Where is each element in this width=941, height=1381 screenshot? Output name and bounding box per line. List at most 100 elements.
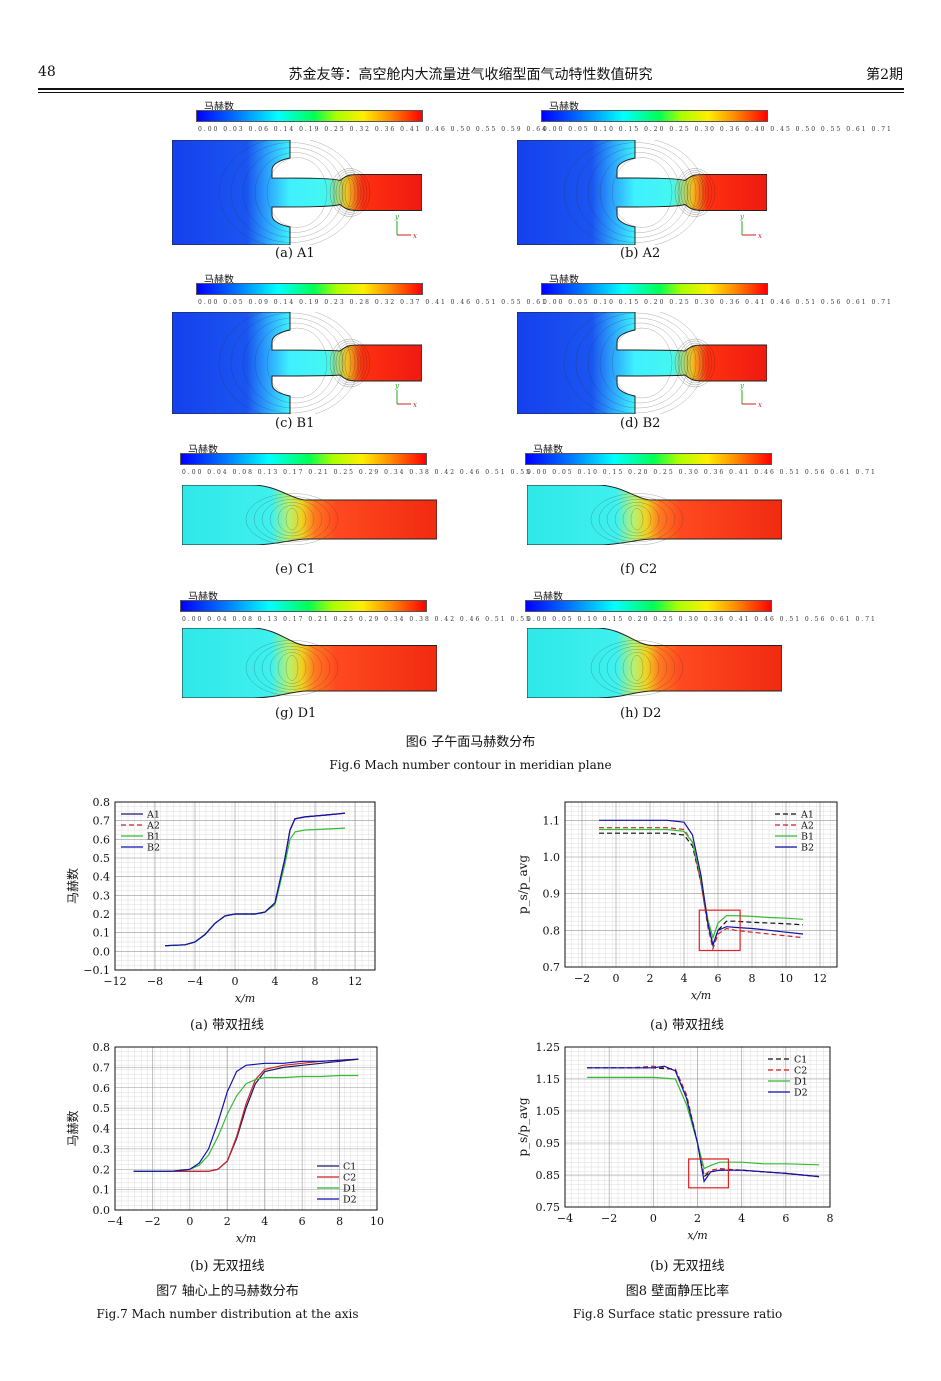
colorbar-label: 马赫数 [188, 445, 218, 456]
contour-line [285, 508, 299, 531]
y-tick-label: 0.5 [93, 852, 111, 865]
y-tick-label: 0.6 [93, 1082, 111, 1095]
y-tick-label: 0.4 [93, 1123, 111, 1136]
y-tick-label: 0.8 [93, 796, 111, 809]
contour-line [598, 643, 676, 693]
contour-line [587, 147, 689, 238]
panel-sublabel: (c) B1 [275, 416, 315, 431]
x-tick-label: 2 [694, 1212, 701, 1225]
contour-plot [527, 485, 782, 545]
axis-x-label: x [413, 401, 417, 409]
panel-sublabel: (d) B2 [620, 416, 661, 431]
y-tick-label: 0.3 [93, 889, 111, 902]
y-tick-label: 0.75 [536, 1201, 561, 1214]
contour-line [329, 168, 371, 217]
x-tick-label: 0 [613, 972, 620, 985]
x-tick-label: −2 [144, 1215, 160, 1228]
running-title: 苏金友等：高空舱内大流量进气收缩型面气动特性数值研究 [288, 67, 653, 83]
contour-line [285, 655, 299, 681]
contour-line [277, 652, 307, 684]
y-tick-label: 0.3 [93, 1143, 111, 1156]
colorbar [541, 110, 768, 122]
contour-line [590, 640, 684, 696]
contour-line [575, 312, 697, 414]
colorbar-label: 马赫数 [549, 275, 579, 286]
y-tick-label: 0.95 [536, 1137, 561, 1150]
x-tick-label: −8 [147, 975, 163, 988]
contour-line [269, 502, 315, 537]
axis-y-label: y [394, 382, 400, 390]
contour-line [254, 152, 336, 233]
contour-line [266, 157, 328, 228]
panel-sublabel: (e) C1 [275, 562, 316, 577]
colorbar [180, 453, 427, 465]
x-tick-label: −2 [601, 1212, 617, 1225]
y-tick-label: 0.85 [536, 1169, 561, 1182]
legend-label: A1 [146, 810, 160, 821]
contour-line [230, 142, 352, 243]
colorbar-label: 马赫数 [533, 445, 563, 456]
contour-line [611, 157, 673, 228]
contour-line [338, 344, 362, 382]
fig6-caption-en: Fig.6 Mach number contour in meridian pl… [329, 758, 612, 772]
contour-line [344, 178, 356, 207]
x-tick-label: 2 [647, 972, 654, 985]
x-tick-label: 2 [224, 1215, 231, 1228]
contour-line [677, 340, 713, 386]
plot-frame [114, 1046, 378, 1211]
contour-line [611, 327, 673, 399]
series-line-b2 [164, 812, 346, 947]
colorbar-ticks: 0.00 0.05 0.10 0.15 0.20 0.25 0.30 0.36 … [527, 616, 877, 623]
x-tick-label: 6 [715, 972, 722, 985]
fig7b-chart: −4 −2 0 2 4 6 8 10 0.0 0.1 0.2 0.3 0.4 0.5 0.6 0.7 0.8 x/… [65, 1041, 384, 1245]
x-tick-label: 4 [272, 975, 279, 988]
contour-line [218, 312, 360, 414]
colorbar [541, 283, 768, 295]
flow-domain [182, 628, 437, 698]
x-tick-label: −4 [107, 1215, 123, 1228]
contour-line [338, 174, 362, 211]
series-line-d2 [587, 1065, 820, 1183]
colorbar-label: 马赫数 [549, 102, 579, 113]
x-tick-label: 6 [782, 1212, 789, 1225]
page-number: 48 [38, 64, 56, 80]
y-tick-label: −0.1 [83, 964, 110, 977]
contour-line [590, 493, 684, 545]
flow-domain [517, 140, 767, 245]
y-tick-label: 0.7 [93, 1061, 111, 1074]
plot-frame [564, 801, 838, 968]
legend-label: A2 [800, 821, 814, 832]
fig7-caption-en: Fig.7 Mach number distribution at the ax… [96, 1307, 359, 1321]
contour-line [622, 652, 652, 684]
contour-line [677, 170, 713, 215]
legend-label: C1 [794, 1055, 807, 1066]
y-tick-label: 0.1 [93, 1184, 111, 1197]
fig8a-chart: −2 0 2 4 6 8 10 12 0.7 0.8 0.9 1.0 1.1 x/m p_s/p_avg A1… [516, 801, 838, 1002]
legend-label: A2 [146, 821, 160, 832]
fig6-caption-cn: 图6 子午面马赫数分布 [405, 735, 536, 750]
legend-label: B1 [147, 832, 160, 843]
axis-x-label: x [413, 232, 417, 240]
legend-label: B1 [801, 832, 814, 843]
contour-line [329, 338, 371, 388]
flow-domain [527, 628, 782, 698]
fig7a-sublabel: (a) 带双扭线 [190, 1018, 265, 1033]
flow-domain [172, 312, 422, 414]
y-tick-label: 1.1 [543, 814, 561, 827]
contour-line [254, 322, 336, 404]
x-tick-label: 12 [348, 975, 362, 988]
x-tick-label: 4 [681, 972, 688, 985]
contour-line [686, 176, 704, 209]
contour-line [261, 646, 323, 690]
series-line-a2 [599, 827, 804, 951]
contour-line [575, 142, 697, 243]
panel-sublabel: (b) A2 [620, 246, 661, 261]
panel-sublabel: (f) C2 [620, 562, 658, 577]
flow-domain [172, 140, 422, 245]
contour-line [341, 346, 359, 380]
x-tick-label: 0 [186, 1215, 193, 1228]
axis-y-label: y [394, 213, 400, 221]
x-tick-label: −4 [187, 975, 203, 988]
series-line-d1 [587, 1076, 820, 1170]
panel-sublabel: (a) A1 [275, 246, 315, 261]
